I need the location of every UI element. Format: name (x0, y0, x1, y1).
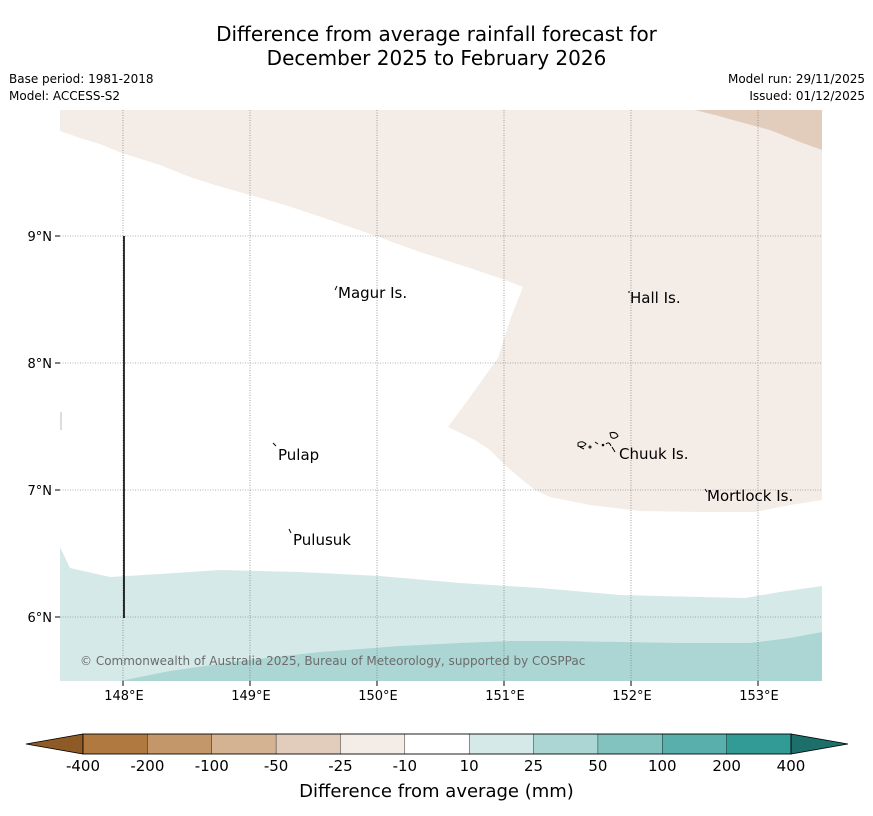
place-label-mortlock: Mortlock Is. (707, 487, 793, 505)
place-label-magur: Magur Is. (338, 284, 407, 302)
island-outlines (272, 285, 708, 534)
colorbar-tick-label: 25 (524, 757, 543, 775)
colorbar-tick-label: -100 (195, 757, 229, 775)
lon-label-151e: 151°E (485, 689, 525, 704)
meta-right: Model run: 29/11/2025 Issued: 01/12/2025 (728, 71, 865, 105)
lon-label-150e: 150°E (358, 689, 398, 704)
place-label-hall: Hall Is. (630, 289, 681, 307)
colorbar-cell (82, 733, 149, 755)
colorbar-tick-label: 400 (777, 757, 806, 775)
place-label-pulap: Pulap (278, 446, 319, 464)
chuuk-lagoon-shape (577, 431, 619, 453)
colorbar-cell (597, 733, 663, 755)
meta-left: Base period: 1981-2018 Model: ACCESS-S2 (9, 71, 154, 105)
region-dry-medium (695, 110, 822, 150)
colorbar-tick-label: -50 (264, 757, 289, 775)
colorbar-cell (533, 733, 599, 755)
mortlock-island-shape (704, 488, 708, 493)
colorbar-cell (662, 733, 728, 755)
lon-label-149e: 149°E (231, 689, 271, 704)
map-plot-area (60, 110, 822, 681)
colorbar-extend-low (25, 733, 84, 755)
colorbar-cell (726, 733, 792, 755)
magur-island-shape (334, 285, 338, 291)
lat-label-8n: 8°N (28, 357, 53, 372)
model-run: Model run: 29/11/2025 (727, 72, 865, 86)
model-name: Model: ACCESS-S2 (9, 89, 121, 103)
colorbar-cell (404, 733, 470, 755)
title-line-2: December 2025 to February 2026 (266, 46, 607, 70)
place-label-chuuk: Chuuk Is. (619, 445, 688, 463)
colorbar-cell (275, 733, 342, 755)
lat-label-9n: 9°N (28, 230, 53, 245)
colorbar-tick-label: 10 (460, 757, 479, 775)
region-dry-light (60, 110, 822, 512)
map-title: Difference from average rainfall forecas… (0, 22, 873, 70)
colorbar-cell (147, 733, 213, 755)
title-line-1: Difference from average rainfall forecas… (216, 22, 657, 46)
region-wet-medium (120, 632, 822, 681)
pulusuk-island-shape (288, 528, 292, 534)
tick-marks (55, 235, 759, 686)
lat-label-6n: 6°N (28, 611, 53, 626)
grid-lines (60, 110, 822, 681)
colorbar-tick-label: 200 (712, 757, 741, 775)
pulap-island-shape (272, 442, 277, 447)
colorbar-cell (468, 733, 535, 755)
copyright-notice: © Commonwealth of Australia 2025, Bureau… (80, 654, 585, 668)
lon-label-152e: 152°E (612, 689, 652, 704)
lat-label-7n: 7°N (28, 484, 53, 499)
colorbar-tick-label: -400 (66, 757, 100, 775)
place-label-pulusuk: Pulusuk (293, 531, 351, 549)
colorbar: -400 -200 -100 -50 -25 -10 10 25 50 100 200 400 (25, 733, 849, 775)
colorbar-cell (340, 733, 406, 755)
lon-label-153e: 153°E (739, 689, 779, 704)
colorbar-extend-high (790, 733, 849, 755)
issued-date: Issued: 01/12/2025 (749, 89, 865, 103)
legend-title: Difference from average (mm) (299, 781, 574, 802)
base-period: Base period: 1981-2018 (9, 72, 154, 86)
lon-label-148e: 148°E (104, 689, 144, 704)
colorbar-tick-label: -10 (393, 757, 418, 775)
colorbar-tick-label: 100 (648, 757, 677, 775)
colorbar-tick-label: -200 (130, 757, 164, 775)
colorbar-cell (211, 733, 277, 755)
colorbar-tick-label: -25 (328, 757, 353, 775)
colorbar-tick-label: 50 (588, 757, 607, 775)
